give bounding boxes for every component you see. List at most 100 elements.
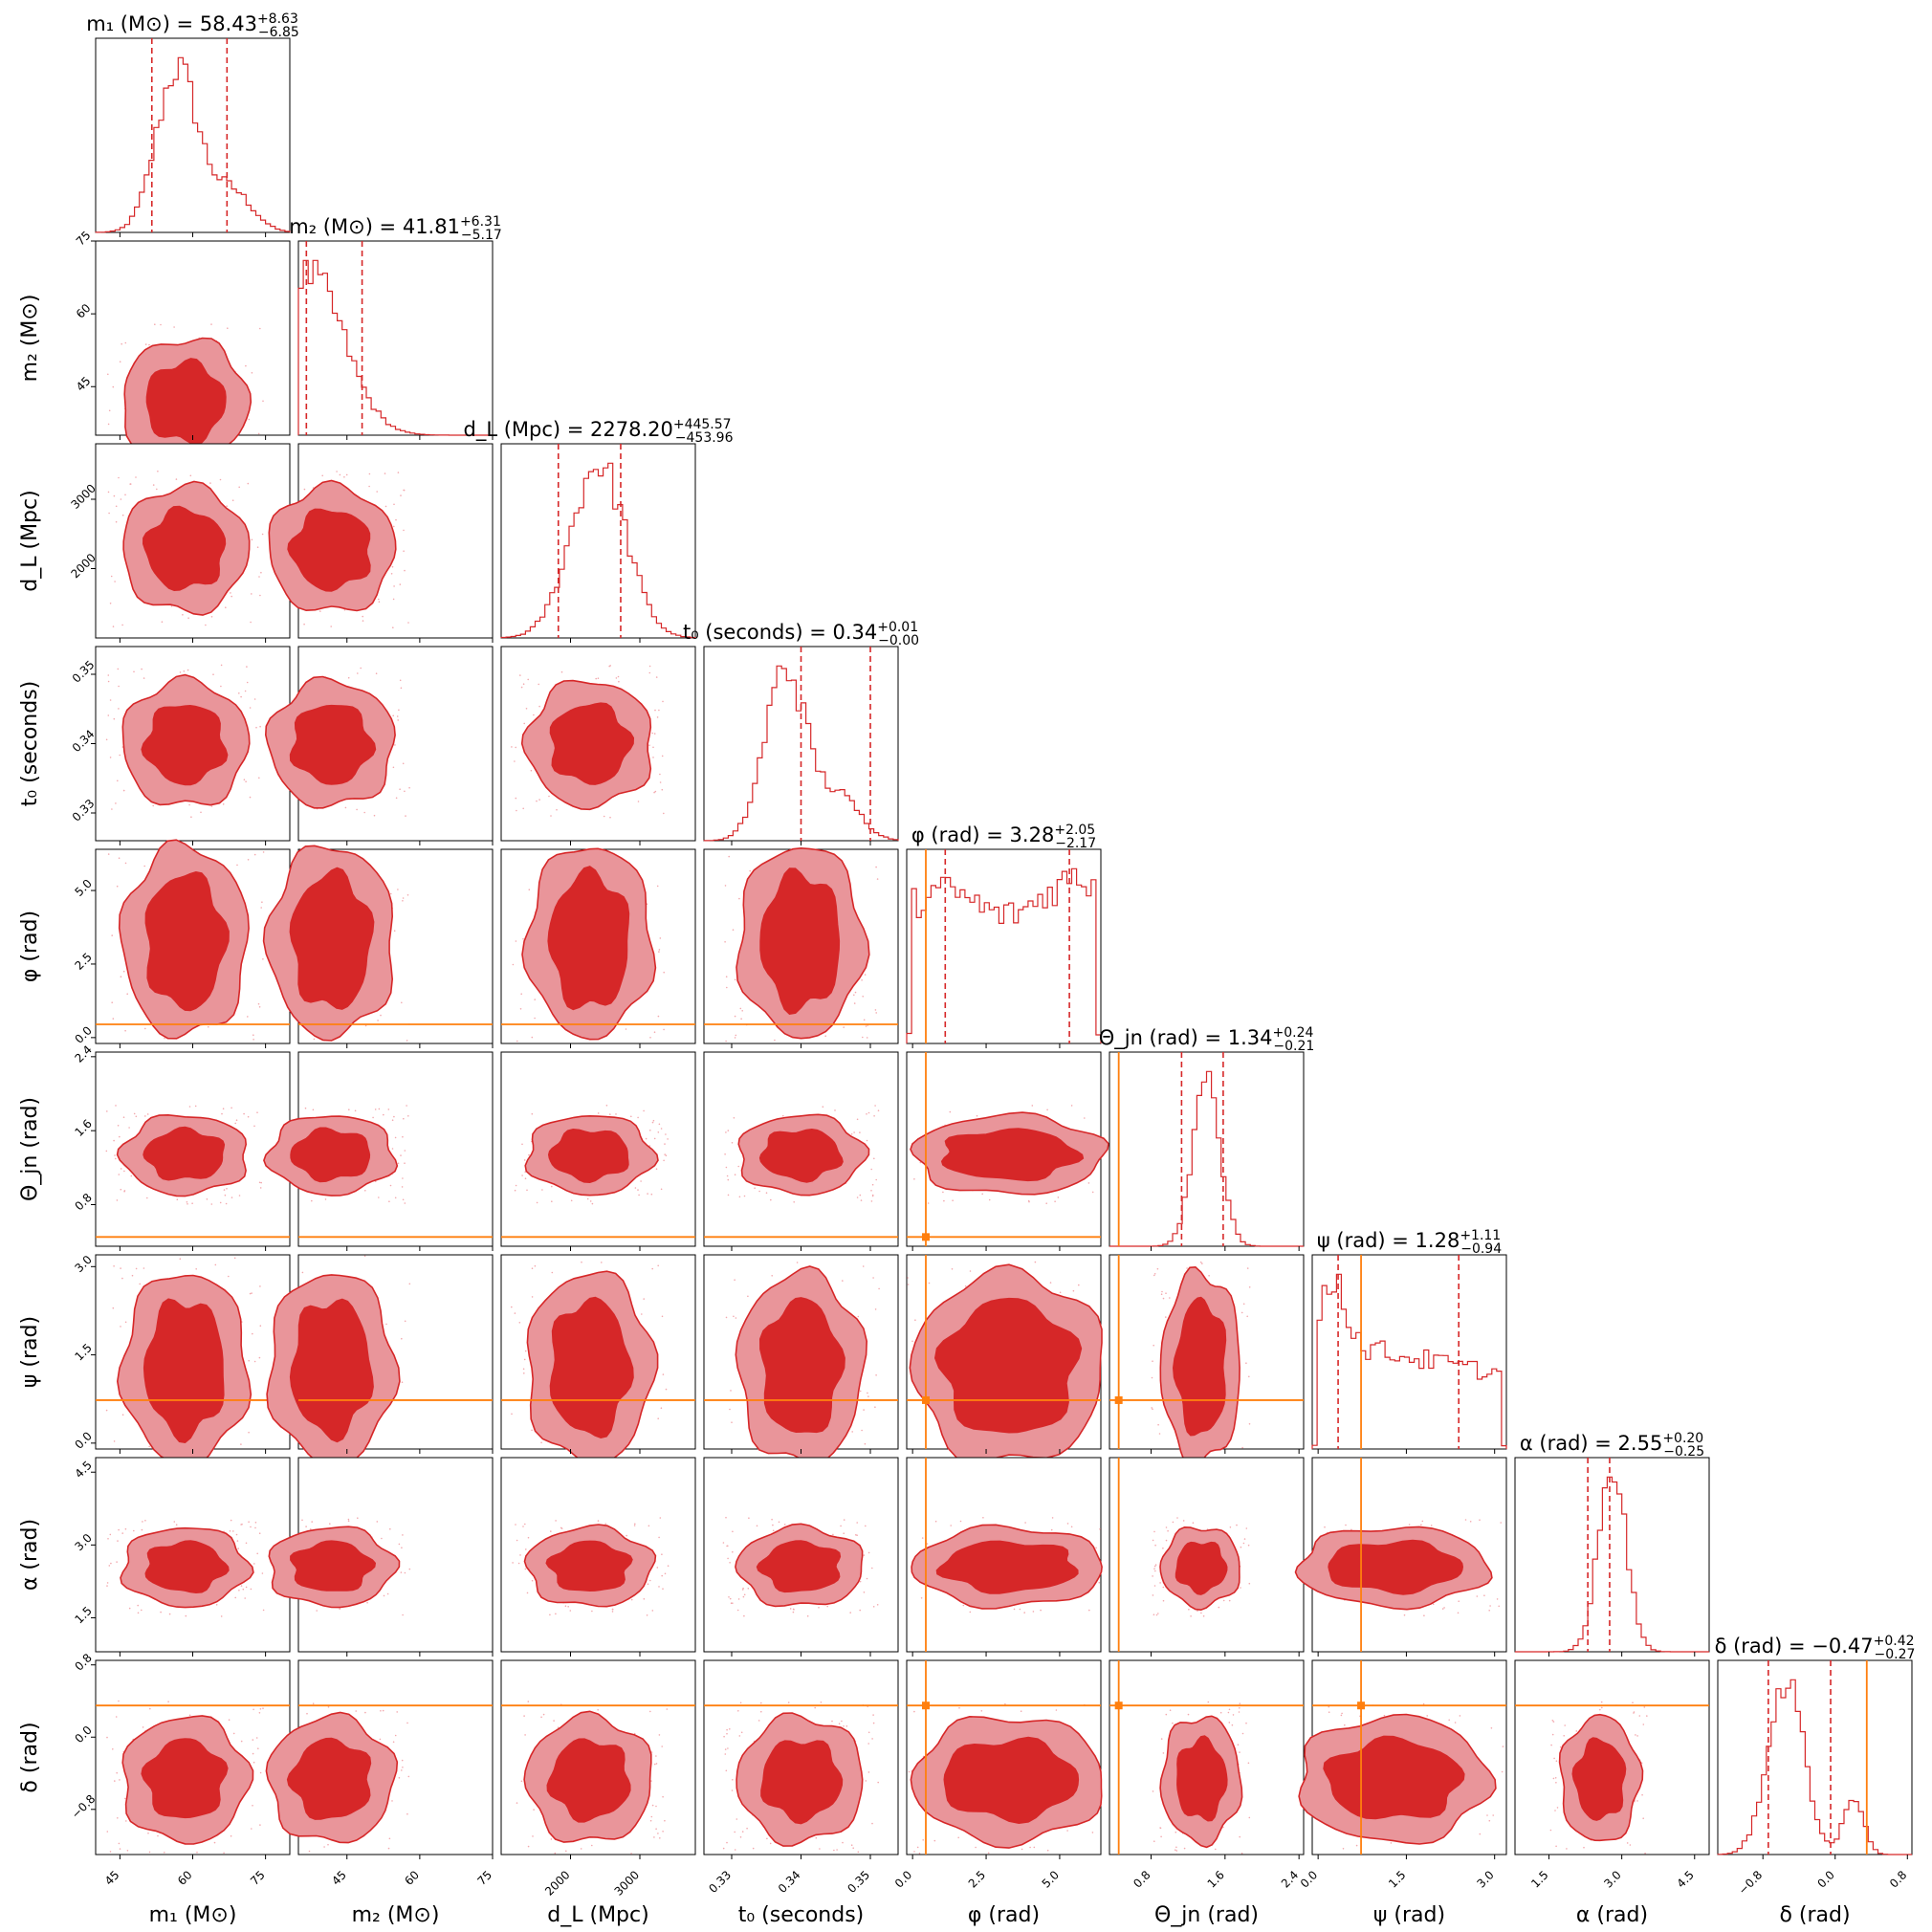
sample-point xyxy=(251,372,253,374)
sample-point xyxy=(1049,1282,1052,1284)
sample-point xyxy=(964,1285,967,1287)
contour-phi-alpha xyxy=(906,1457,1103,1657)
sample-point xyxy=(401,1381,404,1383)
sample-point xyxy=(843,1725,845,1727)
sample-point xyxy=(1152,1575,1153,1577)
sample-point xyxy=(591,1610,593,1613)
sample-point xyxy=(1219,1711,1222,1714)
sample-point xyxy=(1160,1738,1163,1740)
sample-point xyxy=(1165,1539,1168,1542)
sample-point xyxy=(363,1255,366,1258)
x-tick-label-delta: 0.0 xyxy=(1814,1868,1836,1890)
sample-point xyxy=(401,1759,404,1762)
sample-point xyxy=(376,491,378,493)
sample-point xyxy=(653,1137,656,1140)
sample-point xyxy=(856,1534,858,1536)
sample-point xyxy=(123,1190,126,1192)
sample-point xyxy=(329,1523,331,1525)
sample-point xyxy=(161,621,164,623)
sample-point xyxy=(659,781,662,783)
sample-point xyxy=(534,1017,536,1020)
sample-point xyxy=(398,1543,401,1546)
contour-m1-delta: 45 60 75 m₁ (M⊙) −0.8 0.0 0.8 δ (rad) xyxy=(18,1651,291,1927)
sample-point xyxy=(657,1264,659,1267)
sample-point xyxy=(725,1131,727,1133)
sample-point xyxy=(589,1200,592,1202)
sample-point xyxy=(1243,1538,1246,1540)
sample-point xyxy=(253,853,256,856)
sample-point xyxy=(1154,1570,1156,1572)
sample-point xyxy=(1554,1777,1557,1779)
sample-point xyxy=(1165,1713,1168,1716)
contour-m1-alpha: 1.5 3.0 4.5 α (rad) xyxy=(18,1457,291,1657)
sample-point xyxy=(550,1838,553,1840)
sample-point xyxy=(871,1183,874,1186)
sample-point xyxy=(188,1714,191,1717)
sample-point xyxy=(950,1525,952,1526)
sample-point xyxy=(323,1846,325,1848)
sample-point xyxy=(121,514,124,516)
title-m1: m₁ (M⊙) = 58.43+8.63 −6.85 xyxy=(86,11,299,40)
sample-point xyxy=(818,1607,820,1609)
sample-point xyxy=(731,1421,733,1423)
sample-point xyxy=(1046,1849,1049,1852)
sample-point xyxy=(313,1038,316,1041)
sample-point xyxy=(252,1805,253,1807)
sample-point xyxy=(397,1162,400,1165)
sample-point xyxy=(1563,1735,1565,1737)
sample-point xyxy=(380,1710,382,1712)
sample-point xyxy=(261,1572,264,1574)
sample-point xyxy=(664,1819,666,1822)
sample-point xyxy=(731,1789,734,1791)
sample-point xyxy=(943,1199,945,1202)
sample-point xyxy=(667,1565,670,1567)
sample-point xyxy=(550,815,552,817)
sample-point xyxy=(255,726,257,729)
sample-point xyxy=(567,1606,569,1608)
sample-point xyxy=(662,1588,664,1590)
sample-point xyxy=(1229,1526,1232,1528)
title-psi: ψ (rad) = 1.28+1.11 −0.94 xyxy=(1317,1228,1502,1257)
sample-point xyxy=(1554,1810,1556,1811)
sample-point xyxy=(866,1113,867,1115)
x-axis-label-phi: φ (rad) xyxy=(968,1903,1040,1927)
contour-inner xyxy=(760,1740,844,1825)
x-tick-label-phi: 5.0 xyxy=(1040,1868,1062,1890)
sample-point xyxy=(1078,1284,1080,1286)
sample-point xyxy=(362,620,364,622)
sample-point xyxy=(519,1554,521,1556)
sample-point xyxy=(601,1262,603,1263)
sample-point xyxy=(730,1390,732,1392)
sample-point xyxy=(962,1604,965,1607)
sample-point xyxy=(252,1761,255,1764)
sample-point xyxy=(112,1748,114,1750)
sample-point xyxy=(660,1188,663,1191)
x-axis-label-theta: Θ_jn (rad) xyxy=(1154,1903,1259,1927)
sample-point xyxy=(658,1123,661,1126)
sample-point xyxy=(741,1010,743,1012)
sample-point xyxy=(392,714,394,717)
x-axis-label-m1: m₁ (M⊙) xyxy=(149,1903,237,1927)
sample-point xyxy=(248,418,251,421)
sample-point xyxy=(918,1852,921,1855)
sample-point xyxy=(391,1800,393,1802)
sample-point xyxy=(1566,1848,1568,1850)
contour-inner xyxy=(758,1128,844,1183)
contour-inner xyxy=(1175,1541,1228,1595)
sample-point xyxy=(250,1526,252,1528)
sample-point xyxy=(845,1725,848,1727)
sample-point xyxy=(112,1018,115,1020)
sample-point xyxy=(557,1726,560,1728)
sample-point xyxy=(1020,1710,1022,1712)
sample-point xyxy=(843,1026,845,1028)
sample-point xyxy=(219,478,222,481)
sample-point xyxy=(240,1740,243,1743)
contour-inner xyxy=(1323,1735,1465,1820)
sample-point xyxy=(814,1706,816,1709)
sample-point xyxy=(233,1257,236,1260)
sample-point xyxy=(131,1274,134,1277)
sample-point xyxy=(395,518,397,521)
contour-theta-psi xyxy=(1109,1254,1305,1470)
sample-point xyxy=(726,986,728,989)
sample-point xyxy=(729,1597,732,1600)
